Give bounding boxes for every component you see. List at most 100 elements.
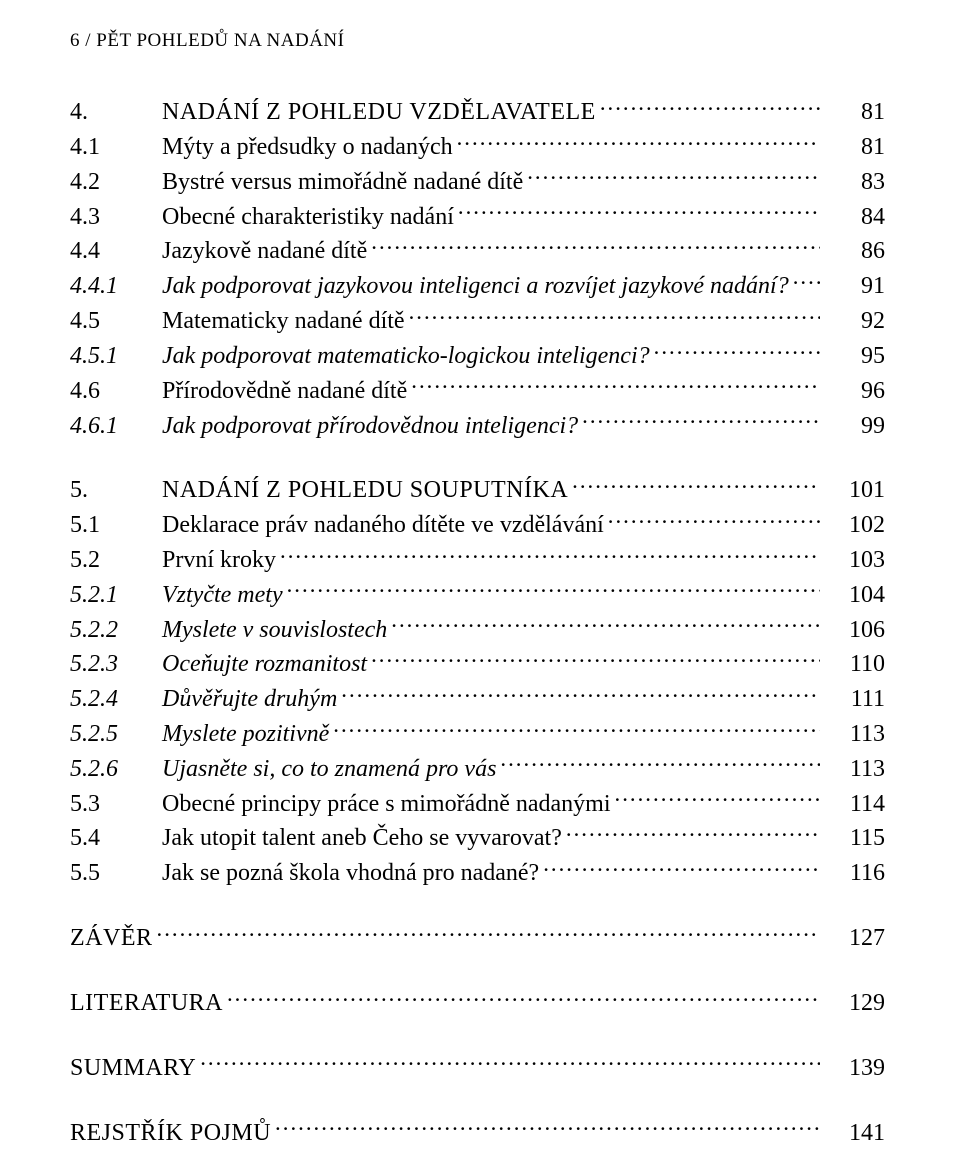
toc-line: 4.6Přírodovědně nadané dítě 96 xyxy=(70,373,885,408)
toc-page-number: 83 xyxy=(824,166,885,199)
toc-line: 5.4Jak utopit talent aneb Čeho se vyvaro… xyxy=(70,820,885,855)
standalone-page-number: 141 xyxy=(824,1117,885,1149)
toc-line: 4.2Bystré versus mimořádně nadané dítě83 xyxy=(70,164,885,199)
leader-dots xyxy=(333,716,820,741)
toc-title: Jazykově nadané dítě xyxy=(162,235,367,268)
toc-page-number: 116 xyxy=(824,857,885,890)
toc-page-number: 96 xyxy=(824,375,885,408)
toc-title: Myslete v souvislostech xyxy=(162,614,387,647)
toc-title: Mýty a předsudky o nadaných xyxy=(162,131,453,164)
toc-line: 5.2.2Myslete v souvislostech106 xyxy=(70,611,885,646)
leader-dots xyxy=(275,1114,820,1139)
leader-dots xyxy=(371,233,820,258)
toc-line: 4.3Obecné charakteristiky nadání 84 xyxy=(70,198,885,233)
standalone-line: LITERATURA129 xyxy=(70,985,885,1020)
toc-number: 4.4.1 xyxy=(70,270,162,303)
toc-page-number: 114 xyxy=(824,788,885,821)
toc-line: 4.4Jazykově nadané dítě86 xyxy=(70,233,885,268)
standalone-line: REJSTŘÍK POJMŮ 141 xyxy=(70,1114,885,1149)
toc-title: Přírodovědně nadané dítě xyxy=(162,375,407,408)
toc-line: 5.2První kroky103 xyxy=(70,542,885,577)
toc-number: 5.4 xyxy=(70,822,162,855)
toc-page-number: 111 xyxy=(824,683,885,716)
toc-number: 4.4 xyxy=(70,235,162,268)
standalone-page-number: 129 xyxy=(824,987,885,1020)
toc-line: 5.5Jak se pozná škola vhodná pro nadané?… xyxy=(70,855,885,890)
toc-line: 4.4.1Jak podporovat jazykovou inteligenc… xyxy=(70,268,885,303)
toc-page-number: 91 xyxy=(824,270,885,303)
leader-dots xyxy=(157,920,821,945)
toc-line: 5.2.4Důvěřujte druhým111 xyxy=(70,681,885,716)
leader-dots xyxy=(200,1050,820,1075)
toc-number: 5. xyxy=(70,474,162,507)
leader-dots xyxy=(654,338,820,363)
standalone-title: SUMMARY xyxy=(70,1052,196,1085)
toc-page-number: 115 xyxy=(824,822,885,855)
toc-page-number: 92 xyxy=(824,305,885,338)
toc-title: Obecné principy práce s mimořádně nadaný… xyxy=(162,788,611,821)
toc-line: 5.2.5Myslete pozitivně113 xyxy=(70,716,885,751)
leader-dots xyxy=(600,94,820,119)
toc-title: Myslete pozitivně xyxy=(162,718,329,751)
section-gap xyxy=(70,1084,885,1114)
toc-number: 4.6 xyxy=(70,375,162,408)
leader-dots xyxy=(227,985,820,1010)
toc-number: 4.5.1 xyxy=(70,340,162,373)
header-title: PĚT POHLEDŮ NA NADÁNÍ xyxy=(96,30,344,51)
toc-gap xyxy=(70,442,885,472)
toc-title: Deklarace práv nadaného dítěte ve vzdělá… xyxy=(162,509,604,542)
header-sep: / xyxy=(80,30,96,51)
standalone-page-number: 127 xyxy=(824,922,885,955)
toc-line: 5.2.1Vztyčte mety104 xyxy=(70,577,885,612)
toc-line: 4.5.1Jak podporovat matematicko-logickou… xyxy=(70,338,885,373)
toc-page-number: 81 xyxy=(824,131,885,164)
leader-dots xyxy=(615,785,821,810)
toc-number: 5.2.3 xyxy=(70,648,162,681)
standalone-container: ZÁVĚR127 LITERATURA129 SUMMARY 139 REJSTŘÍK … xyxy=(70,890,885,1149)
leader-dots xyxy=(287,577,820,602)
toc-page-number: 102 xyxy=(824,509,885,542)
toc-line: 5.NADÁNÍ Z POHLEDU SOUPUTNÍKA 101 xyxy=(70,472,885,507)
toc-line: 4.1Mýty a předsudky o nadaných81 xyxy=(70,129,885,164)
leader-dots xyxy=(566,820,820,845)
section-gap xyxy=(70,955,885,985)
leader-dots xyxy=(280,542,820,567)
toc-title: Jak utopit talent aneb Čeho se vyvarovat… xyxy=(162,822,562,855)
toc-line: 4.6.1Jak podporovat přírodovědnou inteli… xyxy=(70,407,885,442)
toc-number: 5.2.6 xyxy=(70,753,162,786)
toc-line: 5.1Deklarace práv nadaného dítěte ve vzd… xyxy=(70,507,885,542)
page: 6 / PĚT POHLEDŮ NA NADÁNÍ 4.NADÁNÍ Z POH… xyxy=(0,0,960,1005)
toc-page-number: 104 xyxy=(824,579,885,612)
toc-page-number: 84 xyxy=(824,201,885,234)
toc-number: 5.2.5 xyxy=(70,718,162,751)
toc-line: 5.2.6Ujasněte si, co to znamená pro vás 1… xyxy=(70,751,885,786)
toc-number: 4.5 xyxy=(70,305,162,338)
section-gap xyxy=(70,890,885,920)
leader-dots xyxy=(391,611,820,636)
toc-line: 5.2.3Oceňujte rozmanitost110 xyxy=(70,646,885,681)
toc-title: První kroky xyxy=(162,544,276,577)
running-header: 6 / PĚT POHLEDŮ NA NADÁNÍ xyxy=(70,30,885,52)
toc-line: 4.5Matematicky nadané dítě 92 xyxy=(70,303,885,338)
leader-dots xyxy=(582,407,820,432)
toc-chapter-title: NADÁNÍ Z POHLEDU SOUPUTNÍKA xyxy=(162,474,568,507)
toc-number: 4.3 xyxy=(70,201,162,234)
standalone-line: ZÁVĚR127 xyxy=(70,920,885,955)
toc-title: Oceňujte rozmanitost xyxy=(162,648,367,681)
leader-dots xyxy=(572,472,820,497)
toc-title: Vztyčte mety xyxy=(162,579,283,612)
toc-title: Obecné charakteristiky nadání xyxy=(162,201,454,234)
leader-dots xyxy=(608,507,820,532)
toc-page-number: 99 xyxy=(824,410,885,443)
standalone-page-number: 139 xyxy=(824,1052,885,1085)
toc-number: 5.2.4 xyxy=(70,683,162,716)
toc-number: 4.6.1 xyxy=(70,410,162,443)
toc-chapter-title: NADÁNÍ Z POHLEDU VZDĚLAVATELE xyxy=(162,96,596,129)
toc-page-number: 101 xyxy=(824,474,885,507)
toc-page-number: 113 xyxy=(824,753,885,786)
toc-title: Matematicky nadané dítě xyxy=(162,305,405,338)
toc-title: Jak podporovat jazykovou inteligenci a r… xyxy=(162,270,789,303)
standalone-title: REJSTŘÍK POJMŮ xyxy=(70,1117,271,1149)
toc-title: Ujasněte si, co to znamená pro vás xyxy=(162,753,496,786)
toc-line: 4.NADÁNÍ Z POHLEDU VZDĚLAVATELE81 xyxy=(70,94,885,129)
